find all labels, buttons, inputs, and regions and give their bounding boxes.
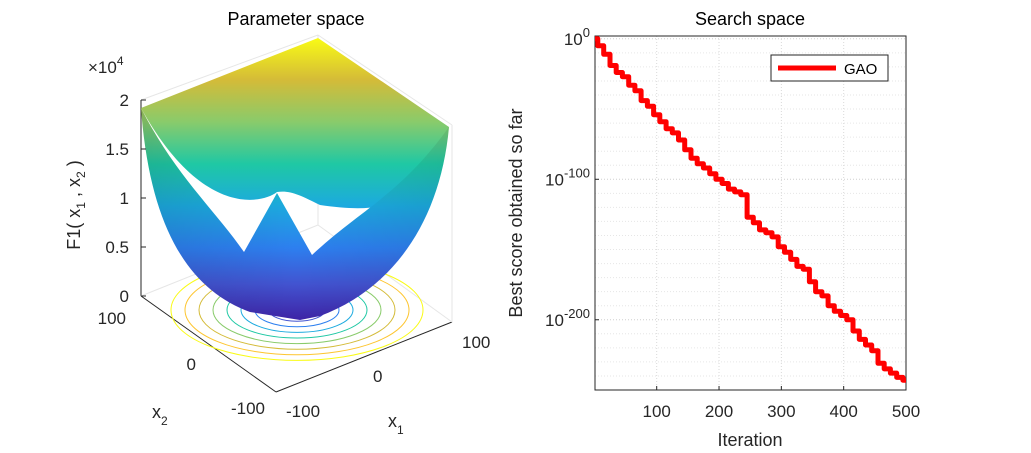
convergence-ylabel: Best score obtained so far	[506, 108, 526, 317]
y-tick-0: 0	[187, 355, 196, 374]
convergence-xlabel: Iteration	[717, 430, 782, 450]
z-tick-label: 1.5	[105, 140, 129, 159]
surface-back	[141, 38, 449, 209]
x-tick-0: 0	[373, 367, 382, 386]
grid	[595, 36, 906, 390]
y-tick-100: 100	[98, 309, 126, 328]
y-axis-line	[140, 295, 277, 393]
surface-mesh	[141, 38, 449, 320]
x-ticks: 100 200 300 400 500	[643, 386, 920, 421]
surface-plot: Parameter space 0 0.5 1 1.5 2 ×104	[64, 9, 490, 437]
series-line-gao	[595, 36, 906, 383]
y-ticks: 100 10-100 10-200	[545, 25, 599, 330]
surface-shading	[141, 108, 449, 320]
z-tick-label: 0.5	[105, 238, 129, 257]
x-tick-label: 200	[705, 402, 733, 421]
y-axis-label: x2	[152, 402, 168, 428]
y-tick-neg100: -100	[231, 399, 265, 418]
convergence-title: Search space	[695, 9, 805, 29]
z-ticks: 0 0.5 1 1.5 2	[105, 91, 146, 306]
x-tick-label: 400	[829, 402, 857, 421]
y-tick-label: 10-200	[545, 306, 590, 330]
x-tick-100: 100	[462, 333, 490, 352]
z-tick-label: 2	[120, 91, 129, 110]
x-tick-label: 500	[892, 402, 920, 421]
z-multiplier: ×104	[88, 54, 124, 77]
z-tick-label: 1	[120, 189, 129, 208]
x-axis-line	[275, 321, 453, 393]
convergence-plot: Search space 100 200 300 400 500 10010-10010…	[506, 9, 920, 450]
z-axis-label: F1( x1 , x2 )	[64, 160, 88, 249]
z-tick-label: 0	[120, 287, 129, 306]
legend: GAO	[770, 54, 889, 82]
surface-title: Parameter space	[227, 9, 364, 29]
plot-box	[594, 35, 907, 391]
x-tick-neg100: -100	[286, 402, 320, 421]
y-tick-label: 10-100	[545, 165, 590, 189]
x-axis-label: x1	[388, 411, 404, 437]
x-tick-label: 300	[767, 402, 795, 421]
x-tick-label: 100	[643, 402, 671, 421]
legend-label-gao: GAO	[844, 61, 877, 78]
y-tick-label: 100	[564, 25, 590, 49]
